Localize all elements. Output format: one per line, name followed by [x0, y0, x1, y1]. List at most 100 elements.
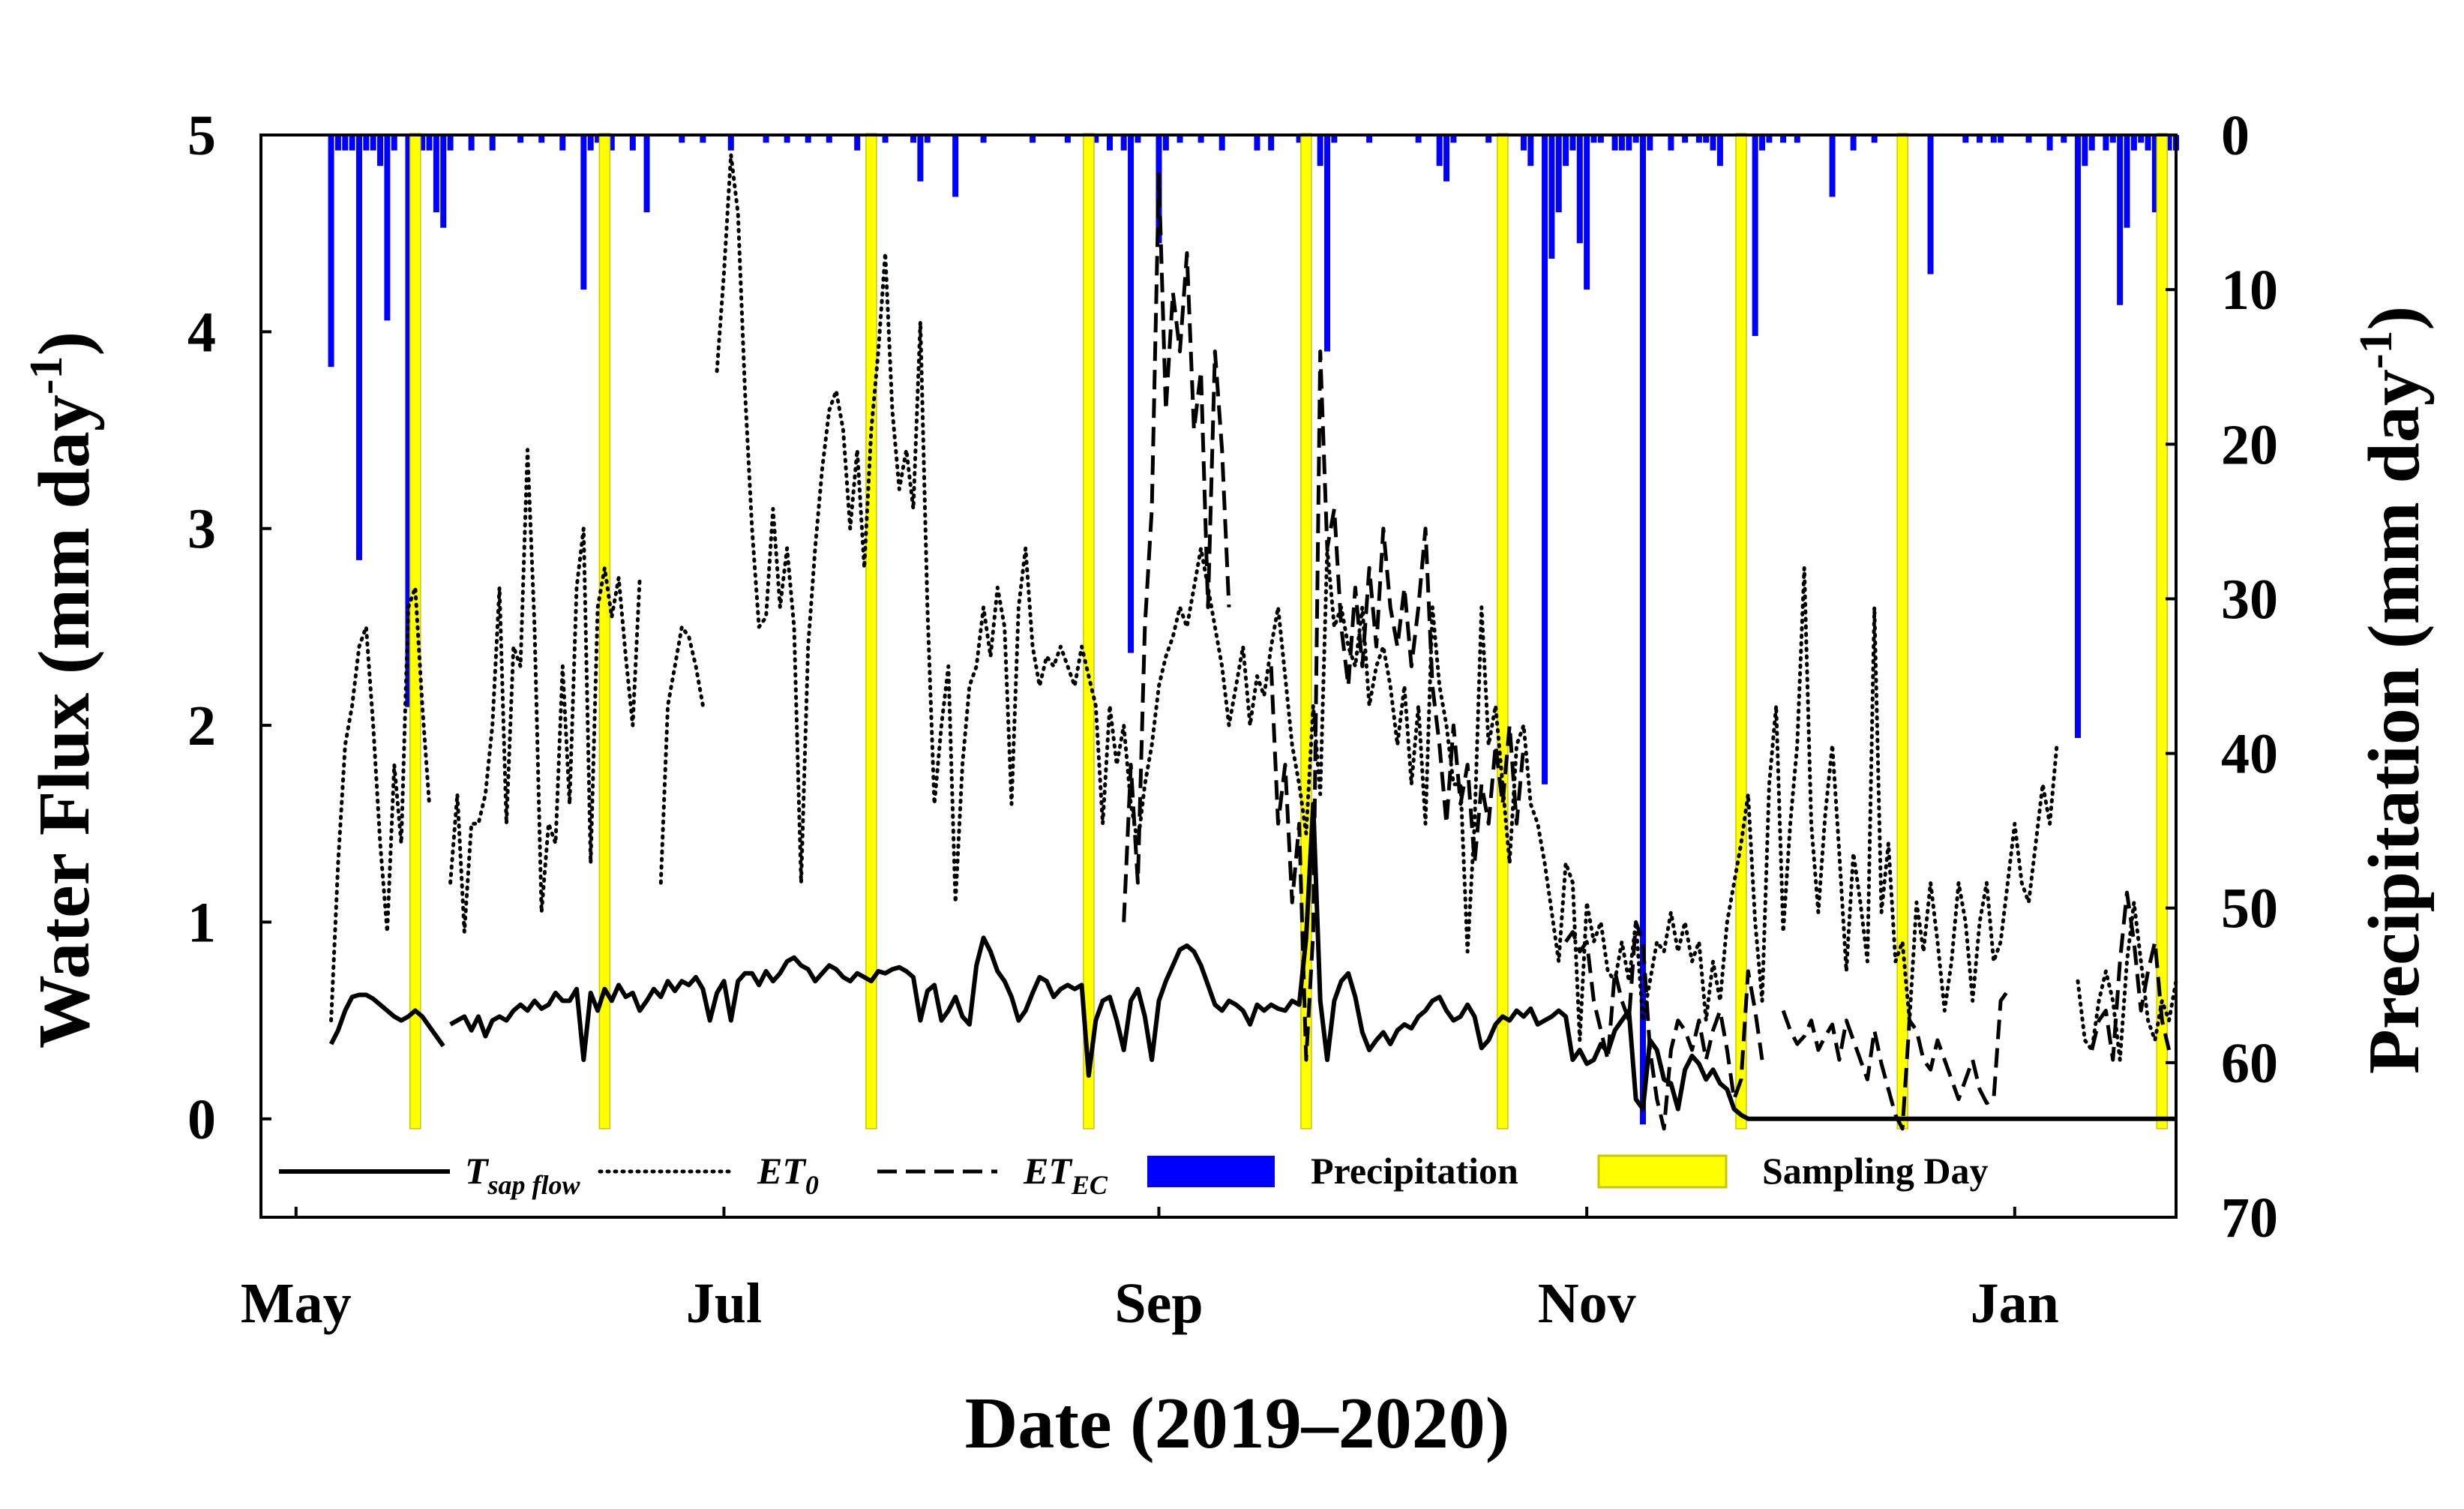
- precip-bar: [1415, 135, 1422, 143]
- precip-bar: [1555, 135, 1562, 213]
- precip-bar: [1135, 135, 1141, 143]
- y-right-tick-label: 10: [2221, 259, 2278, 322]
- y-right-tick-label: 60: [2221, 1032, 2278, 1095]
- precip-bar: [980, 135, 987, 143]
- precip-bar: [2145, 135, 2151, 151]
- precip-bar: [370, 135, 376, 151]
- precip-bar: [2046, 135, 2053, 151]
- precip-bar: [1219, 135, 1225, 151]
- precip-bar: [952, 135, 959, 197]
- y-right-tick-label: 50: [2221, 878, 2278, 940]
- series-lines: [328, 152, 2178, 1131]
- x-tick-label: May: [241, 1272, 352, 1335]
- precip-bar: [580, 135, 587, 290]
- precip-bar: [468, 135, 475, 151]
- precip-bar: [334, 135, 341, 151]
- y-right-tick-label: 70: [2221, 1186, 2278, 1250]
- plot-frame: [259, 134, 2178, 1219]
- y-left-tick-label: 3: [187, 498, 216, 561]
- precip-bar: [1485, 135, 1492, 143]
- precip-bar: [1927, 135, 1934, 274]
- precip-bar: [517, 135, 524, 143]
- y-right-tick-label: 30: [2221, 568, 2278, 631]
- precip-bar: [643, 135, 650, 213]
- precip-bar: [629, 135, 636, 151]
- precip-bar: [1106, 135, 1113, 151]
- precip-bar: [1850, 135, 1857, 151]
- precip-bar: [2082, 135, 2088, 166]
- precip-bar: [2166, 135, 2172, 151]
- series-et-0: [329, 152, 2178, 1062]
- precip-bar: [1064, 135, 1071, 143]
- series-et-ec: [1122, 172, 2172, 1131]
- legend-label-precip: Precipitation: [1311, 1150, 1518, 1192]
- precip-bar: [1317, 135, 1323, 166]
- precip-bar: [854, 135, 861, 151]
- precip-bar: [363, 135, 370, 151]
- precip-bar: [391, 135, 397, 151]
- y-right-tick-label: 0: [2221, 104, 2250, 167]
- precip-bar: [595, 135, 601, 143]
- precip-bar: [727, 135, 734, 151]
- precip-bar: [1962, 135, 1969, 143]
- precip-bar: [538, 135, 545, 143]
- precip-bar: [2025, 135, 2032, 143]
- precip-bar: [2109, 135, 2116, 143]
- y-axis-right-title: Precipitation (mm day-1): [2351, 306, 2435, 1074]
- x-tick-label: Jan: [1971, 1272, 2059, 1335]
- precip-bar: [1443, 135, 1450, 182]
- series-line-segment: [2076, 900, 2178, 1062]
- precip-bar: [1324, 135, 1331, 352]
- precip-bar: [910, 135, 917, 143]
- precip-bar: [1871, 135, 1878, 143]
- precip-bar: [1520, 135, 1527, 151]
- precip-bar: [924, 135, 931, 143]
- precip-bar: [2138, 135, 2145, 143]
- precip-bar: [1780, 135, 1787, 143]
- precip-bar: [1548, 135, 1555, 259]
- precip-bar: [1331, 135, 1338, 143]
- y-left-tick-label: 2: [187, 694, 216, 758]
- precip-bar: [1590, 135, 1597, 143]
- precip-bar: [405, 135, 412, 707]
- sampling-day-band: [1497, 133, 1509, 1130]
- precip-bar: [1542, 135, 1548, 784]
- precip-bar: [384, 135, 391, 321]
- sampling-day-band: [1083, 133, 1095, 1130]
- precip-bar: [349, 135, 355, 151]
- x-tick-label: Nov: [1538, 1272, 1636, 1335]
- precip-bar: [1990, 135, 1997, 143]
- series-line-segment: [2090, 890, 2172, 1062]
- precip-bar: [587, 135, 594, 151]
- precip-bar: [1576, 135, 1583, 244]
- precip-bar: [608, 135, 615, 151]
- precip-bar: [1030, 135, 1036, 143]
- precip-bar: [1254, 135, 1260, 151]
- precip-bar: [1611, 135, 1618, 151]
- series-line-segment: [658, 625, 705, 885]
- precip-bar: [355, 135, 362, 560]
- sampling-day-band: [409, 133, 421, 1130]
- legend-swatch-precip: [1147, 1156, 1275, 1187]
- precip-bar: [1647, 135, 1653, 151]
- precip-bar: [1632, 135, 1639, 143]
- precip-bar: [2088, 135, 2095, 151]
- y-left-tick-label: 1: [187, 891, 216, 954]
- precip-bar: [1626, 135, 1632, 151]
- precip-bar: [377, 135, 384, 166]
- x-axis-title: Date (2019–2020): [965, 1383, 1510, 1464]
- sampling-day-band: [598, 133, 611, 1130]
- legend: Tsap flow ET0 ETEC Precipitation Sampling Da…: [279, 1150, 1988, 1200]
- precip-bar: [1527, 135, 1534, 166]
- series-line-segment: [715, 152, 2059, 1042]
- precip-bar: [882, 135, 889, 143]
- precipitation-bars: [328, 135, 2179, 1125]
- precip-bar: [1177, 135, 1183, 143]
- precip-bar: [1703, 135, 1710, 143]
- precip-bar: [489, 135, 496, 151]
- precip-bar: [1563, 135, 1569, 166]
- precip-bar: [1597, 135, 1604, 143]
- precip-bar: [419, 135, 426, 151]
